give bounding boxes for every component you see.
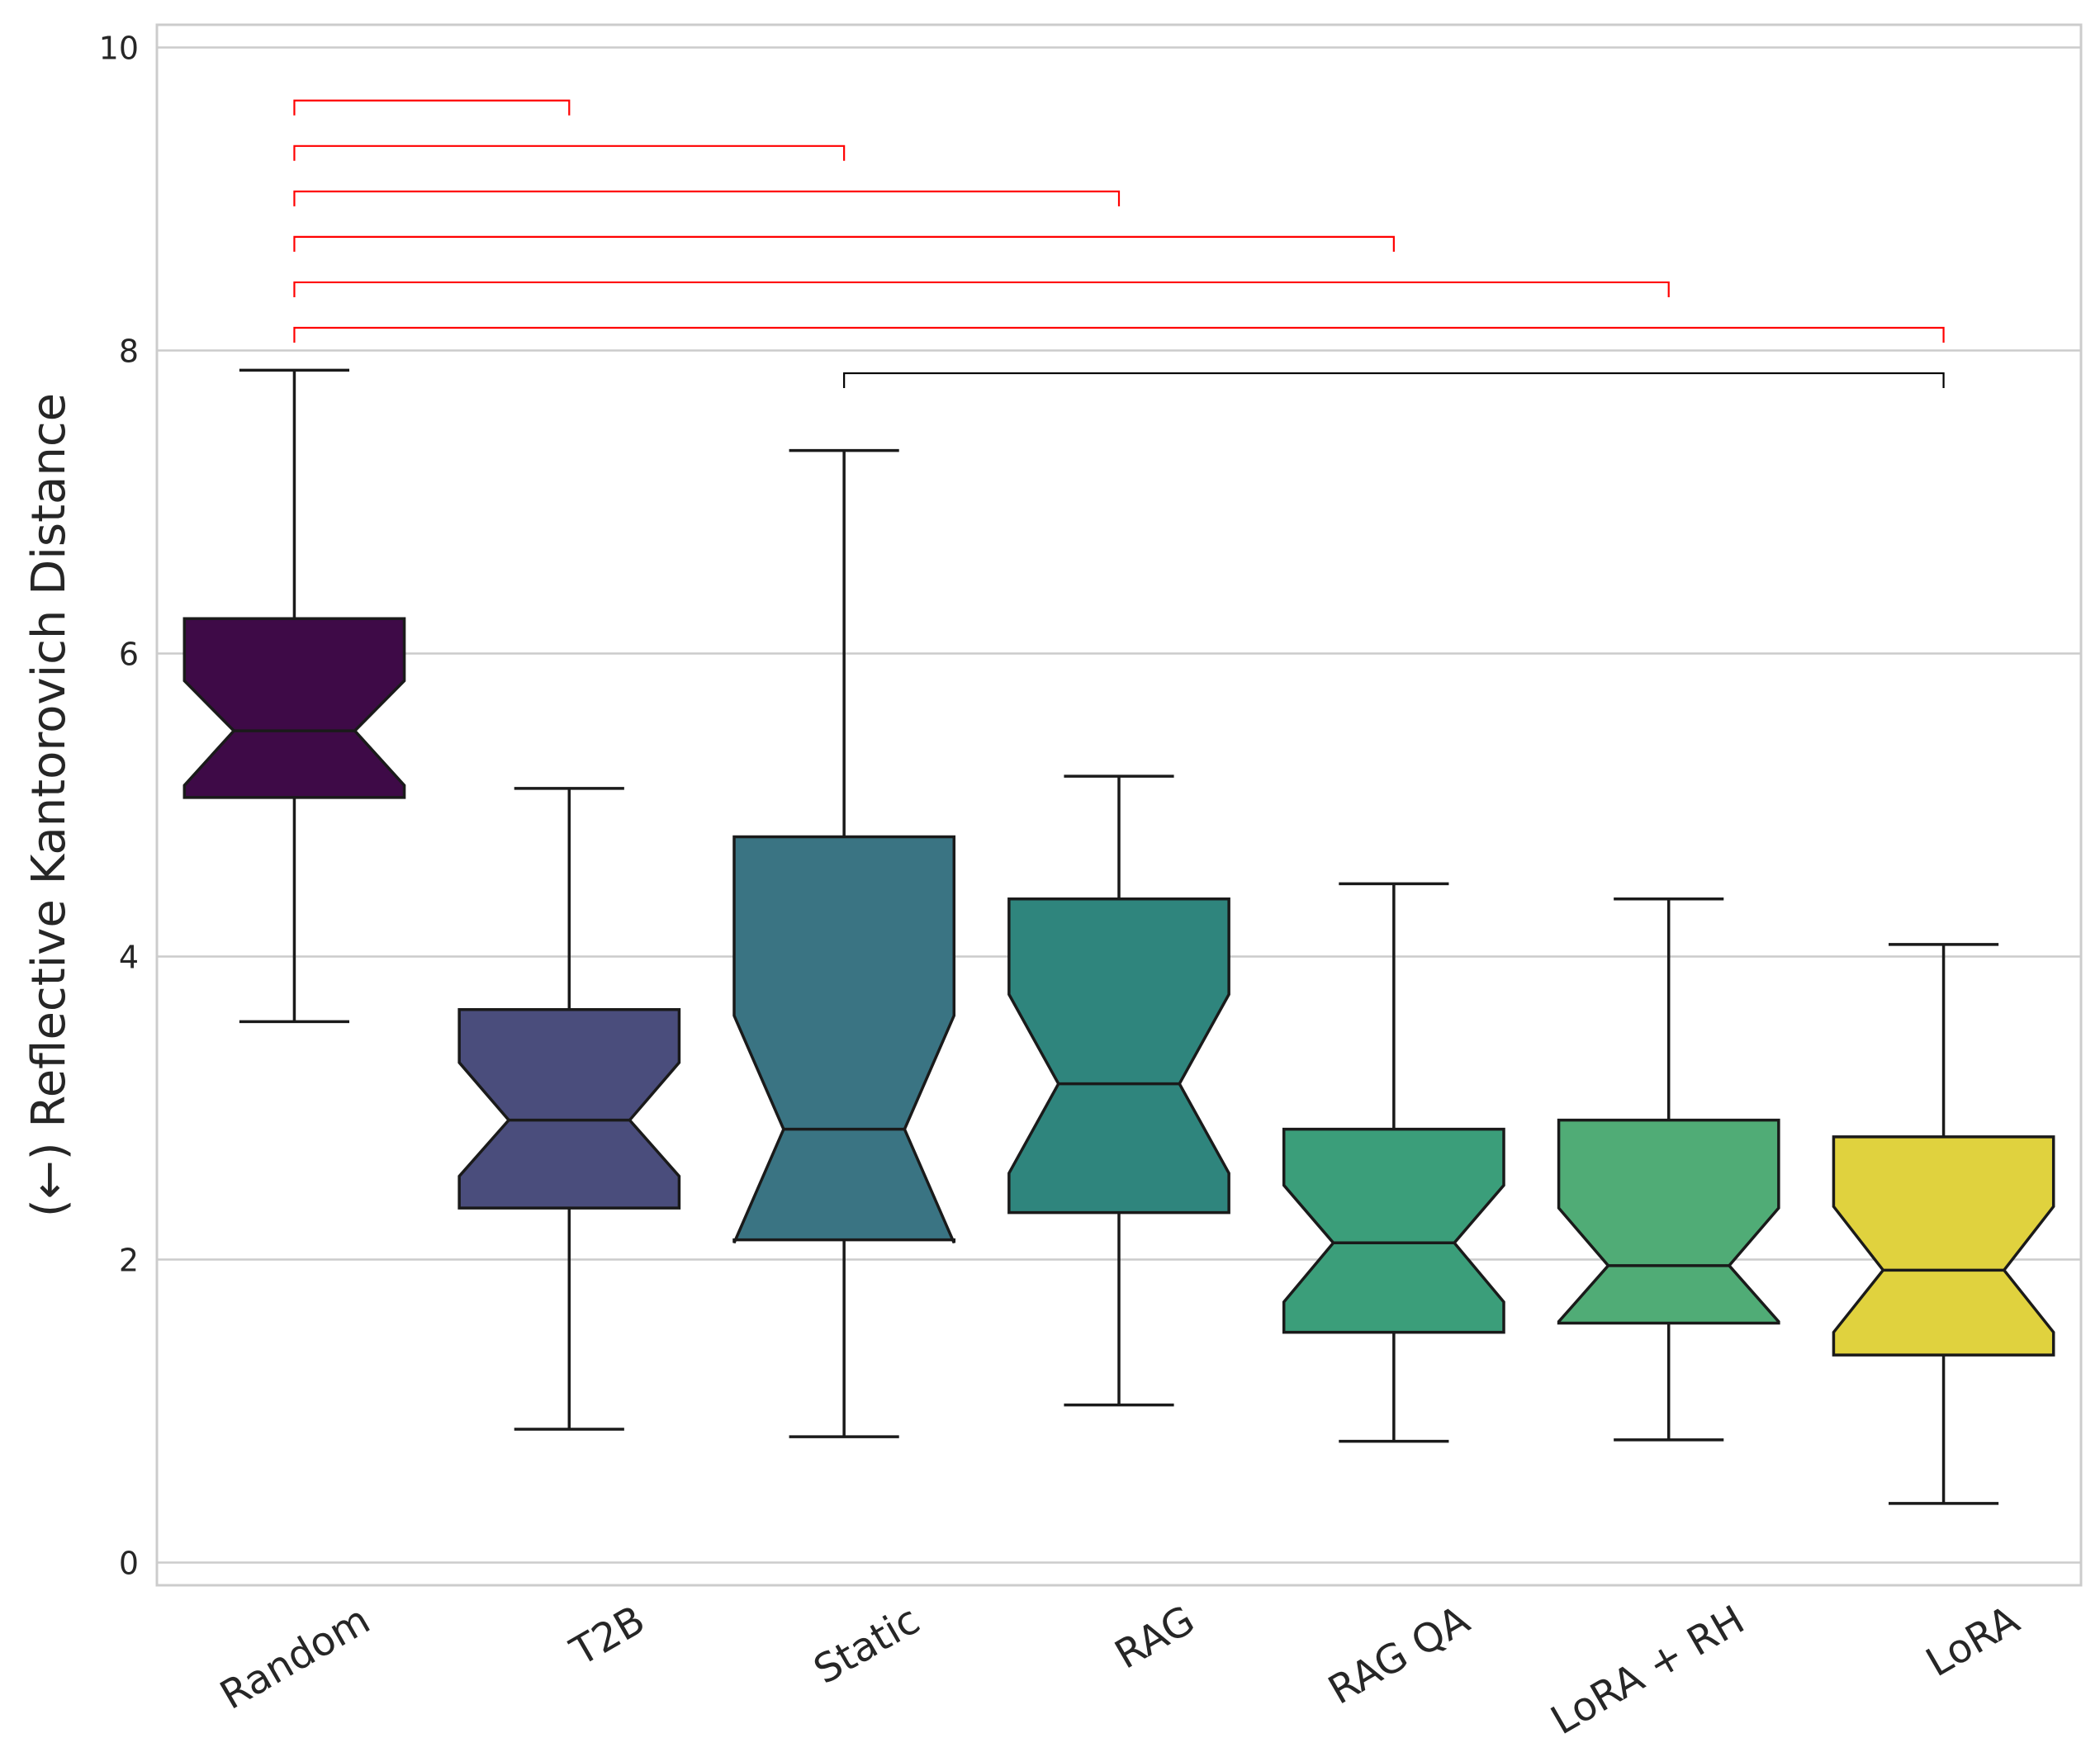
- y-tick-label-2: 2: [119, 1242, 139, 1278]
- bracket-1: [293, 144, 846, 161]
- x-label-rag-qa: RAG QA: [1320, 1597, 1477, 1714]
- x-label-random: Random: [212, 1597, 377, 1719]
- y-tick-label-10: 10: [99, 31, 139, 67]
- bracket-5: [293, 326, 1945, 343]
- plot-frame: [155, 23, 2083, 1587]
- box-body-rag-qa: [1282, 1127, 1505, 1334]
- y-axis-title: (←) Reflective Kantorovich Distance: [22, 393, 76, 1217]
- box-body-lora-rh: [1557, 1118, 1780, 1325]
- x-label-lora-rh: LoRA + RH: [1543, 1597, 1752, 1744]
- box-static: [732, 448, 956, 1438]
- y-tick-label-4: 4: [119, 939, 139, 975]
- box-body-t2b: [457, 1007, 681, 1210]
- x-label-static: Static: [806, 1597, 927, 1693]
- bracket-0: [293, 99, 571, 116]
- bracket-2: [293, 190, 1121, 206]
- box-lora: [1832, 943, 2055, 1505]
- box-random: [183, 368, 406, 1024]
- box-rag: [1007, 774, 1230, 1407]
- box-body-rag: [1007, 897, 1230, 1215]
- box-body-static: [732, 835, 956, 1243]
- box-body-random: [183, 617, 406, 799]
- box-t2b: [457, 787, 681, 1431]
- x-label-rag: RAG: [1107, 1597, 1202, 1679]
- significance-brackets: [293, 99, 1945, 389]
- x-label-t2b: T2B: [562, 1597, 652, 1675]
- y-tick-label-6: 6: [119, 637, 139, 673]
- bracket-3: [293, 235, 1395, 252]
- boxes: [183, 368, 2055, 1505]
- y-tick-label-0: 0: [119, 1545, 139, 1581]
- box-lora-rh: [1557, 897, 1780, 1442]
- box-body-lora: [1832, 1135, 2055, 1357]
- category-labels: Random T2B Static RAG RAG QA LoRA + RH LoRA: [212, 1597, 2027, 1744]
- y-tick-label-8: 8: [119, 334, 139, 370]
- y-tick-labels: 0 2 4 6 8 10: [99, 31, 139, 1582]
- bracket-4: [293, 281, 1670, 297]
- box-rag-qa: [1282, 882, 1505, 1443]
- bracket-6: [843, 372, 1945, 389]
- x-label-lora: LoRA: [1918, 1597, 2027, 1686]
